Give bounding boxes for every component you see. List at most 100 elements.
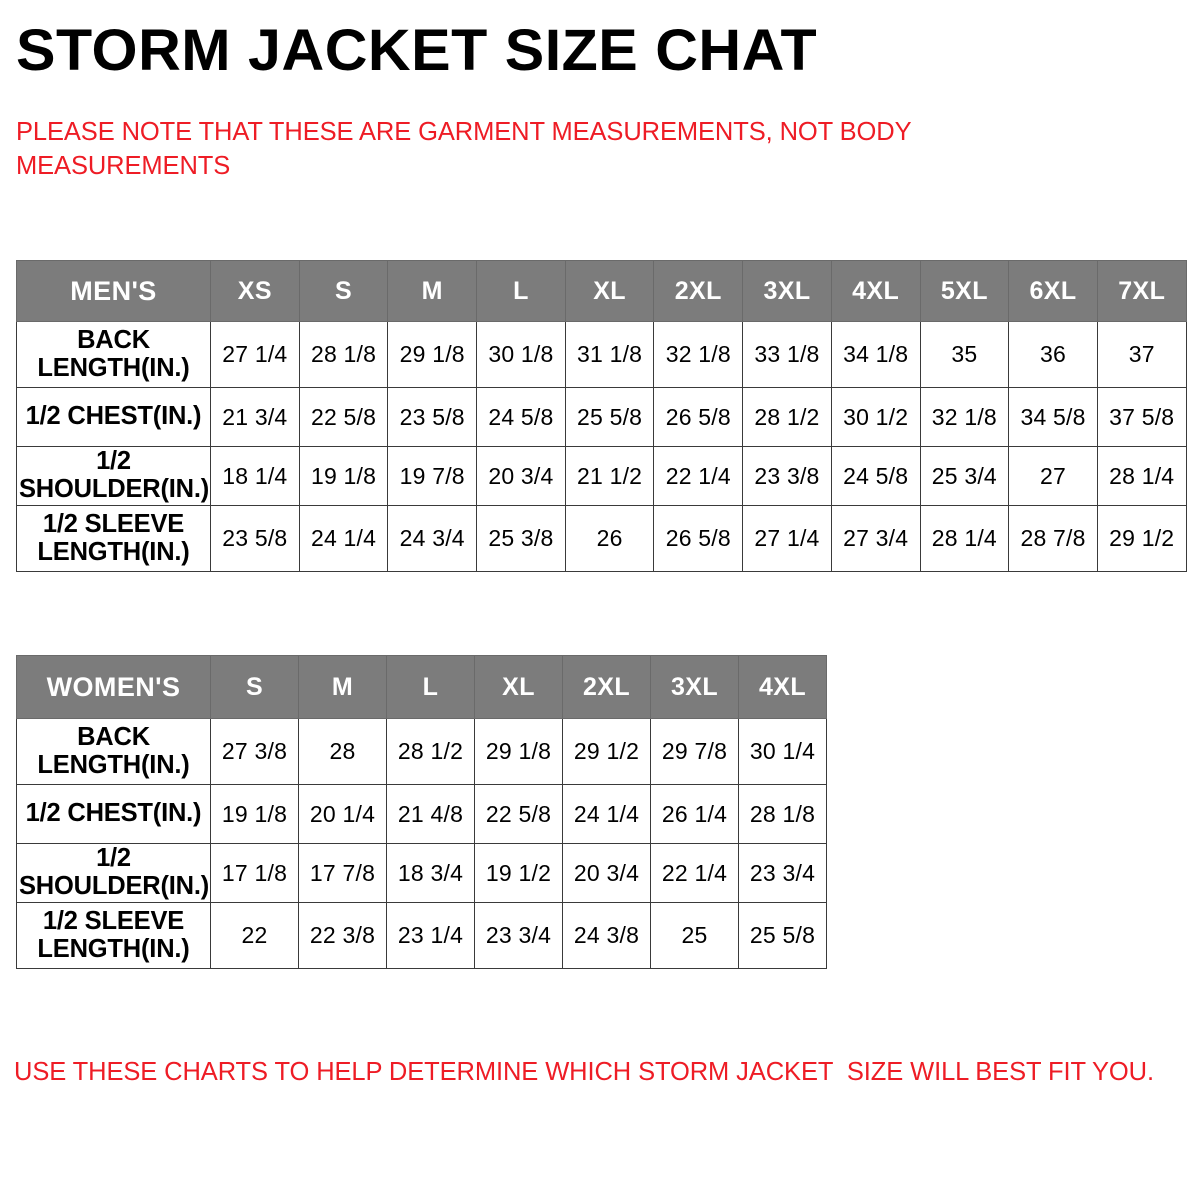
mens-back-length-s: 28 1/8	[298, 321, 389, 388]
womens-half-shoulder-s: 17 1/8	[210, 843, 299, 903]
womens-half-chest-l: 21 4/8	[386, 784, 475, 844]
mens-col-header-s: S	[298, 260, 389, 322]
womens-table-head: WOMEN'S S M L XL 2XL 3XL 4XL	[16, 655, 827, 719]
mens-half-shoulder-7xl: 28 1/4	[1096, 446, 1187, 506]
mens-half-sleeve-4xl: 27 3/4	[830, 505, 921, 572]
womens-half-sleeve-l: 23 1/4	[386, 902, 475, 969]
womens-half-shoulder-4xl: 23 3/4	[738, 843, 827, 903]
mens-back-length-4xl: 34 1/8	[830, 321, 921, 388]
mens-table-head: MEN'S XS S M L XL 2XL 3XL 4XL 5XL 6XL 7X…	[16, 260, 1187, 322]
mens-col-header-3xl: 3XL	[742, 260, 832, 322]
mens-half-shoulder-6xl: 27	[1008, 446, 1098, 506]
table-row: 1/2 SHOULDER(IN.) 17 1/8 17 7/8 18 3/4 1…	[16, 843, 827, 903]
womens-half-sleeve-xl: 23 3/4	[474, 902, 563, 969]
womens-back-length-l: 28 1/2	[386, 718, 475, 785]
table-row: 1/2 CHEST(IN.) 21 3/4 22 5/8 23 5/8 24 5…	[16, 387, 1187, 447]
womens-row-label-back-length: BACK LENGTH(IN.)	[16, 718, 211, 785]
table-row: BACK LENGTH(IN.) 27 3/8 28 28 1/2 29 1/8…	[16, 718, 827, 785]
womens-row-label-half-chest: 1/2 CHEST(IN.)	[16, 784, 211, 844]
mens-half-sleeve-2xl: 26 5/8	[653, 505, 744, 572]
mens-half-chest-6xl: 34 5/8	[1008, 387, 1098, 447]
mens-half-chest-l: 24 5/8	[476, 387, 566, 447]
table-row: 1/2 SLEEVE LENGTH(IN.) 23 5/8 24 1/4 24 …	[16, 505, 1187, 572]
womens-half-shoulder-l: 18 3/4	[386, 843, 475, 903]
mens-half-shoulder-5xl: 25 3/4	[919, 446, 1010, 506]
mens-half-shoulder-3xl: 23 3/8	[742, 446, 832, 506]
womens-half-chest-xl: 22 5/8	[474, 784, 563, 844]
womens-half-shoulder-2xl: 20 3/4	[562, 843, 651, 903]
mens-back-length-6xl: 36	[1008, 321, 1098, 388]
mens-half-sleeve-s: 24 1/4	[298, 505, 389, 572]
womens-col-header-4xl: 4XL	[738, 655, 827, 719]
mens-col-header-xl: XL	[564, 260, 655, 322]
womens-back-length-xl: 29 1/8	[474, 718, 563, 785]
mens-header-row: MEN'S XS S M L XL 2XL 3XL 4XL 5XL 6XL 7X…	[16, 260, 1187, 322]
womens-half-chest-2xl: 24 1/4	[562, 784, 651, 844]
mens-half-chest-3xl: 28 1/2	[742, 387, 832, 447]
womens-row-label-half-sleeve-length: 1/2 SLEEVE LENGTH(IN.)	[16, 902, 211, 969]
mens-half-shoulder-l: 20 3/4	[476, 446, 566, 506]
womens-half-chest-m: 20 1/4	[298, 784, 387, 844]
womens-half-sleeve-3xl: 25	[650, 902, 739, 969]
mens-col-header-5xl: 5XL	[919, 260, 1010, 322]
womens-back-length-2xl: 29 1/2	[562, 718, 651, 785]
mens-half-chest-m: 23 5/8	[387, 387, 478, 447]
womens-half-chest-s: 19 1/8	[210, 784, 299, 844]
mens-back-length-l: 30 1/8	[476, 321, 566, 388]
mens-half-shoulder-xl: 21 1/2	[564, 446, 655, 506]
mens-half-sleeve-5xl: 28 1/4	[919, 505, 1010, 572]
mens-back-length-2xl: 32 1/8	[653, 321, 744, 388]
womens-col-header-m: M	[298, 655, 387, 719]
womens-half-chest-4xl: 28 1/8	[738, 784, 827, 844]
womens-back-length-3xl: 29 7/8	[650, 718, 739, 785]
garment-measurement-note: PLEASE NOTE THAT THESE ARE GARMENT MEASU…	[16, 118, 912, 180]
mens-half-sleeve-xl: 26	[564, 505, 655, 572]
mens-row-label-half-chest: 1/2 CHEST(IN.)	[16, 387, 211, 447]
womens-half-shoulder-m: 17 7/8	[298, 843, 387, 903]
fit-guidance-note: USE THESE CHARTS TO HELP DETERMINE WHICH…	[14, 1058, 1154, 1086]
womens-col-header-l: L	[386, 655, 475, 719]
mens-half-chest-2xl: 26 5/8	[653, 387, 744, 447]
womens-corner-label: WOMEN'S	[16, 655, 211, 719]
womens-half-chest-3xl: 26 1/4	[650, 784, 739, 844]
womens-table-body: BACK LENGTH(IN.) 27 3/8 28 28 1/2 29 1/8…	[16, 718, 827, 969]
womens-col-header-xl: XL	[474, 655, 563, 719]
mens-half-sleeve-m: 24 3/4	[387, 505, 478, 572]
mens-col-header-xs: XS	[210, 260, 300, 322]
mens-col-header-2xl: 2XL	[653, 260, 744, 322]
table-row: BACK LENGTH(IN.) 27 1/4 28 1/8 29 1/8 30…	[16, 321, 1187, 388]
womens-back-length-s: 27 3/8	[210, 718, 299, 785]
womens-col-header-3xl: 3XL	[650, 655, 739, 719]
womens-size-table: WOMEN'S S M L XL 2XL 3XL 4XL BACK LENGTH…	[16, 655, 827, 969]
mens-half-shoulder-s: 19 1/8	[298, 446, 389, 506]
mens-row-label-half-shoulder: 1/2 SHOULDER(IN.)	[16, 446, 211, 506]
womens-half-sleeve-4xl: 25 5/8	[738, 902, 827, 969]
mens-half-sleeve-7xl: 29 1/2	[1096, 505, 1187, 572]
mens-size-table: MEN'S XS S M L XL 2XL 3XL 4XL 5XL 6XL 7X…	[16, 260, 1187, 572]
mens-half-chest-4xl: 30 1/2	[830, 387, 921, 447]
womens-header-row: WOMEN'S S M L XL 2XL 3XL 4XL	[16, 655, 827, 719]
mens-half-shoulder-2xl: 22 1/4	[653, 446, 744, 506]
womens-row-label-half-shoulder: 1/2 SHOULDER(IN.)	[16, 843, 211, 903]
womens-half-sleeve-m: 22 3/8	[298, 902, 387, 969]
mens-corner-label: MEN'S	[16, 260, 211, 322]
mens-half-sleeve-6xl: 28 7/8	[1008, 505, 1098, 572]
mens-half-chest-xs: 21 3/4	[210, 387, 300, 447]
mens-back-length-5xl: 35	[919, 321, 1010, 388]
womens-half-sleeve-2xl: 24 3/8	[562, 902, 651, 969]
womens-half-sleeve-s: 22	[210, 902, 299, 969]
womens-back-length-4xl: 30 1/4	[738, 718, 827, 785]
mens-half-chest-s: 22 5/8	[298, 387, 389, 447]
mens-col-header-7xl: 7XL	[1096, 260, 1187, 322]
mens-row-label-half-sleeve-length: 1/2 SLEEVE LENGTH(IN.)	[16, 505, 211, 572]
page-title: STORM JACKET SIZE CHAT	[16, 18, 818, 83]
mens-half-shoulder-m: 19 7/8	[387, 446, 478, 506]
mens-col-header-6xl: 6XL	[1008, 260, 1098, 322]
mens-back-length-m: 29 1/8	[387, 321, 478, 388]
womens-half-shoulder-xl: 19 1/2	[474, 843, 563, 903]
mens-half-sleeve-xs: 23 5/8	[210, 505, 300, 572]
mens-half-chest-xl: 25 5/8	[564, 387, 655, 447]
mens-col-header-l: L	[476, 260, 566, 322]
mens-back-length-xl: 31 1/8	[564, 321, 655, 388]
womens-col-header-2xl: 2XL	[562, 655, 651, 719]
